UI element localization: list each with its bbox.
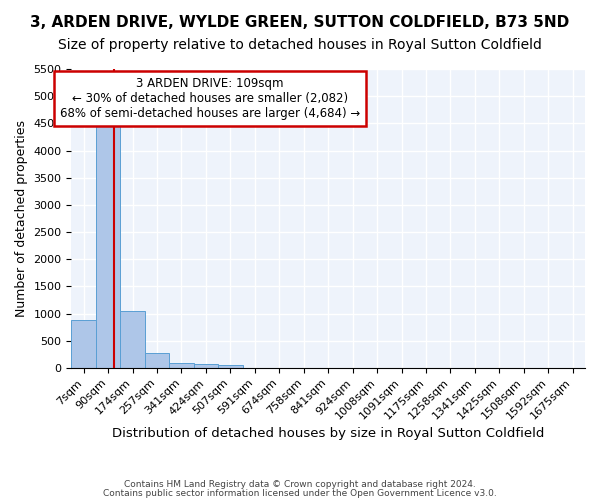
Text: 3, ARDEN DRIVE, WYLDE GREEN, SUTTON COLDFIELD, B73 5ND: 3, ARDEN DRIVE, WYLDE GREEN, SUTTON COLD… bbox=[31, 15, 569, 30]
X-axis label: Distribution of detached houses by size in Royal Sutton Coldfield: Distribution of detached houses by size … bbox=[112, 427, 544, 440]
Bar bbox=[96, 120, 121, 368]
Y-axis label: Number of detached properties: Number of detached properties bbox=[15, 120, 28, 317]
Text: Contains public sector information licensed under the Open Government Licence v3: Contains public sector information licen… bbox=[103, 488, 497, 498]
Bar bbox=[145, 353, 169, 368]
Text: Size of property relative to detached houses in Royal Sutton Coldfield: Size of property relative to detached ho… bbox=[58, 38, 542, 52]
Text: 3 ARDEN DRIVE: 109sqm
← 30% of detached houses are smaller (2,082)
68% of semi-d: 3 ARDEN DRIVE: 109sqm ← 30% of detached … bbox=[60, 78, 360, 120]
Bar bbox=[71, 320, 96, 368]
Text: Contains HM Land Registry data © Crown copyright and database right 2024.: Contains HM Land Registry data © Crown c… bbox=[124, 480, 476, 489]
Bar bbox=[121, 311, 145, 368]
Bar bbox=[169, 363, 194, 368]
Bar bbox=[218, 365, 242, 368]
Bar bbox=[194, 364, 218, 368]
